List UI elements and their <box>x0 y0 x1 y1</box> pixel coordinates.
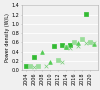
Li-S/Polymer <box>73 42 75 43</box>
CO/APSe <box>33 57 35 58</box>
CO/APSe <box>53 45 55 47</box>
CO/APSe <box>69 44 71 45</box>
Li-S/Polymer <box>65 46 67 48</box>
Li-S/Polymer <box>89 41 91 42</box>
Li-S/Polymer <box>81 38 83 39</box>
Other <box>77 45 79 47</box>
Other <box>93 43 95 44</box>
Other <box>45 65 47 66</box>
LiFSA <box>41 51 43 52</box>
Li-S/Polymer <box>29 66 31 67</box>
CO/APSe <box>61 44 63 45</box>
Other <box>85 43 87 44</box>
LiFSA <box>49 61 51 63</box>
CO/APSe <box>25 65 27 66</box>
LiFSA <box>65 46 67 48</box>
Li-S/Polymer <box>57 59 59 61</box>
Y-axis label: Power density (W/L): Power density (W/L) <box>5 13 10 62</box>
Other <box>61 62 63 63</box>
Li-S/Polymer <box>37 65 39 66</box>
LiFSA <box>77 43 79 44</box>
LiFSA <box>93 44 95 45</box>
Other <box>33 66 35 68</box>
CO/APSe <box>85 13 87 14</box>
Other <box>69 47 71 49</box>
